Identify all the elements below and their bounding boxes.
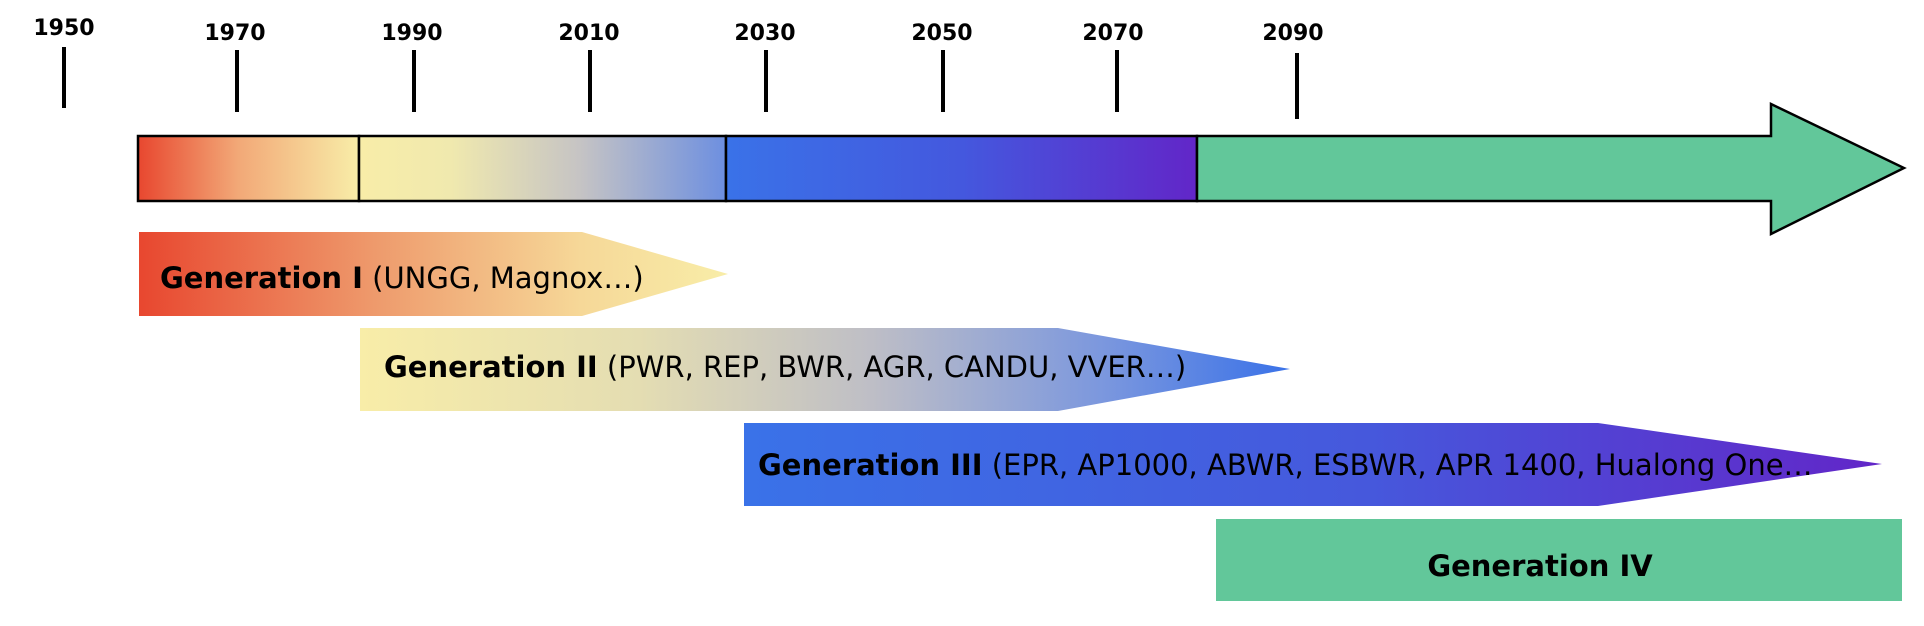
generation-1-banner: Generation I (UNGG, Magnox…) bbox=[139, 232, 728, 316]
generation-1-name: Generation I bbox=[160, 261, 363, 295]
timeline-segment-gen3 bbox=[724, 134, 1199, 203]
timeline-arrowhead-gen4 bbox=[1195, 102, 1907, 237]
generation-1-models: (UNGG, Magnox…) bbox=[363, 261, 644, 295]
generation-2-models: (PWR, REP, BWR, AGR, CANDU, VVER…) bbox=[598, 350, 1186, 384]
year-label-2010: 2010 bbox=[558, 21, 619, 46]
year-ticks bbox=[62, 47, 1299, 119]
year-label-2050: 2050 bbox=[911, 21, 972, 46]
generation-3-banner: Generation III (EPR, AP1000, ABWR, ESBWR… bbox=[744, 423, 1882, 506]
year-label-1990: 1990 bbox=[381, 21, 442, 46]
year-label-2070: 2070 bbox=[1082, 21, 1143, 46]
year-label-2030: 2030 bbox=[734, 21, 795, 46]
timeline-arrow bbox=[136, 102, 1907, 237]
generation-2-shape bbox=[360, 328, 1290, 411]
generation-4-banner: Generation IV bbox=[1216, 519, 1902, 601]
generation-3-models: (EPR, AP1000, ABWR, ESBWR, APR 1400, Hua… bbox=[983, 448, 1813, 482]
timeline-segment-gen2 bbox=[357, 134, 728, 203]
generation-4-shape bbox=[1216, 519, 1902, 601]
year-label-1950: 1950 bbox=[33, 16, 94, 41]
year-label-1970: 1970 bbox=[204, 21, 265, 46]
generation-3-label: Generation III (EPR, AP1000, ABWR, ESBWR… bbox=[758, 448, 1813, 482]
generation-2-label: Generation II (PWR, REP, BWR, AGR, CANDU… bbox=[384, 350, 1186, 384]
generation-1-shape bbox=[139, 232, 728, 316]
generation-banners: Generation I (UNGG, Magnox…) Generation … bbox=[139, 232, 1902, 601]
generation-2-banner: Generation II (PWR, REP, BWR, AGR, CANDU… bbox=[360, 328, 1290, 411]
timeline-segment-gen1 bbox=[136, 134, 361, 203]
generation-2-name: Generation II bbox=[384, 350, 598, 384]
generation-3-shape bbox=[744, 423, 1882, 506]
generation-1-label: Generation I (UNGG, Magnox…) bbox=[160, 261, 644, 295]
generation-4-name: Generation IV bbox=[1427, 549, 1653, 583]
year-labels: 1950 1970 1990 2010 2030 2050 2070 2090 bbox=[33, 16, 1323, 46]
year-label-2090: 2090 bbox=[1262, 21, 1323, 46]
generation-3-name: Generation III bbox=[758, 448, 983, 482]
